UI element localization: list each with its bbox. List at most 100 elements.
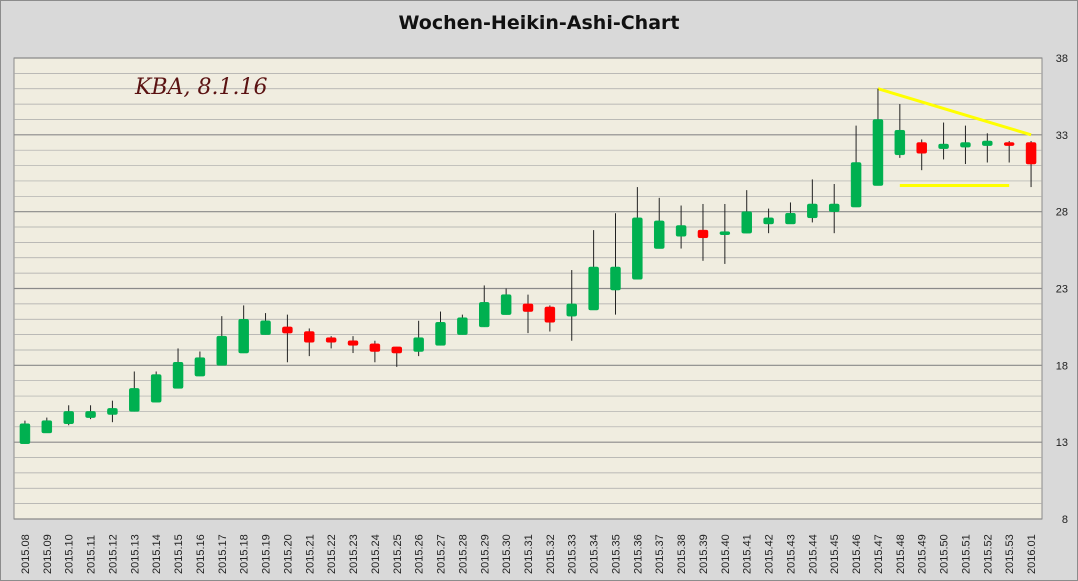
x-tick-label: 2015.27 [436,534,448,574]
candle [741,190,752,234]
x-tick-label: 2015.10 [64,534,76,574]
candle-body-up [107,408,118,415]
candle-body-up [413,337,424,352]
x-tick-label: 2015.35 [610,534,622,574]
candle [894,104,906,158]
x-tick-label: 2015.19 [261,534,273,574]
candle-body-up [479,302,490,328]
candle [807,179,818,223]
candle [850,125,862,208]
candle-body-down [282,326,293,334]
x-tick-label: 2015.17 [217,534,229,574]
candle-body-up [807,203,818,219]
candle-body-up [85,411,96,418]
x-tick-label: 2016.01 [1026,534,1038,574]
candle-body-down [697,229,709,239]
candle [828,184,840,234]
candle [63,405,74,426]
candle [41,417,53,434]
trendline [877,87,1032,137]
candle [588,230,599,311]
x-tick-label: 2015.24 [370,534,382,574]
x-tick-label: 2015.20 [282,534,294,574]
candle-body-up [566,303,577,317]
candle [413,320,424,357]
candle-body-up [610,266,621,291]
y-tick-label: 28 [1056,207,1068,219]
candle [653,197,665,249]
candle-body-up [850,162,862,208]
y-tick-label: 18 [1056,360,1068,372]
candle-body-up [500,294,512,315]
candles [19,88,1037,444]
x-tick-label: 2015.44 [807,534,819,574]
candle [785,202,796,225]
x-tick-label: 2015.45 [829,534,841,574]
x-tick-label: 2015.18 [239,534,251,574]
x-tick-label: 2015.40 [720,534,732,574]
candle [697,203,709,261]
candle-body-down [544,306,556,323]
candle [938,122,949,160]
candle-body-up [785,212,796,225]
candle-body-down [1003,142,1015,146]
candle-body-up [653,220,665,249]
y-tick-label: 8 [1062,514,1068,526]
x-tick-label: 2015.33 [567,534,579,574]
candle-body-up [19,423,31,444]
candle-body-down [916,142,927,154]
x-tick-label: 2015.49 [917,534,929,574]
candle [872,88,884,186]
x-axis-ticks: 2015.08 2015.09 2015.10 2015.11 2015.12 2015.… [20,534,1038,574]
candle-body-up [675,225,687,237]
x-tick-label: 2015.34 [589,534,601,574]
x-tick-label: 2015.47 [873,534,885,574]
candle [435,311,446,346]
candle-body-up [872,119,884,186]
x-tick-label: 2015.16 [195,534,207,574]
candle [325,336,337,349]
trendlines [877,87,1032,188]
candle [347,336,359,354]
candle-body-down [347,340,359,346]
x-tick-label: 2015.38 [676,534,688,574]
candle-body-up [938,143,949,149]
x-tick-label: 2015.23 [348,534,360,574]
candle-body-down [369,343,381,352]
candle [238,305,249,354]
candle-body-up [894,129,906,156]
y-tick-label: 38 [1056,53,1068,65]
y-axis-ticks: 8 13 18 23 28 33 38 [1056,53,1068,526]
y-tick-label: 23 [1056,284,1068,296]
x-tick-label: 2015.53 [1004,534,1016,574]
candle-body-up [960,142,971,148]
x-tick-label: 2015.26 [414,534,426,574]
x-tick-label: 2015.37 [654,534,666,574]
chart-title: Wochen-Heikin-Ashi-Chart [398,12,680,34]
x-tick-label: 2015.42 [764,534,776,574]
candle [632,187,643,280]
candle [150,371,162,403]
grid-lines [14,57,1042,520]
x-tick-label: 2015.12 [107,534,119,574]
candle-body-up [828,203,840,212]
candle [172,348,184,389]
x-tick-label: 2015.22 [326,534,338,574]
candle-body-up [63,411,74,424]
candle [610,213,621,315]
candle-body-up [763,217,774,225]
x-tick-label: 2015.14 [151,534,163,574]
candle-body-up [588,266,599,311]
candle [916,139,927,171]
x-tick-label: 2015.21 [304,534,316,574]
candle-body-up [457,317,468,335]
candle [369,340,381,363]
x-tick-label: 2015.08 [20,534,32,574]
x-tick-label: 2015.50 [939,534,951,574]
candle-body-up [172,362,184,389]
candle [19,420,31,444]
candle [1025,140,1037,188]
x-tick-label: 2015.41 [742,534,754,574]
candle-body-up [150,374,162,403]
